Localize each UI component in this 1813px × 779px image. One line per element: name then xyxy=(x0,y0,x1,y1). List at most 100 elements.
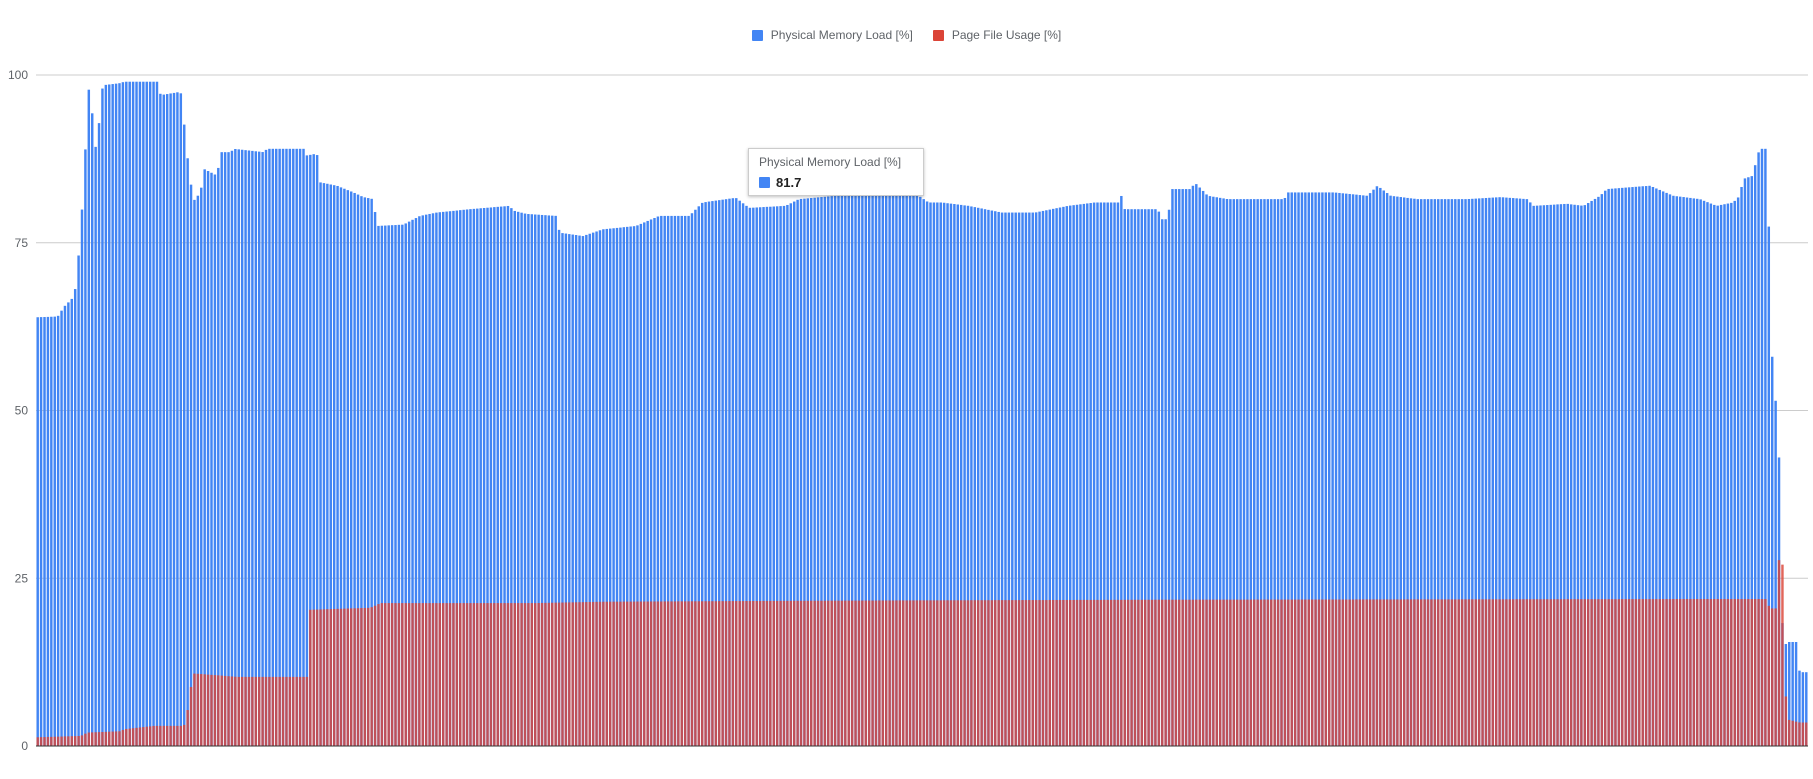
bar-physical-memory[interactable] xyxy=(799,198,803,746)
bar-page-file[interactable] xyxy=(1753,599,1757,746)
bar-physical-memory[interactable] xyxy=(728,198,731,747)
bar-page-file[interactable] xyxy=(1563,599,1566,746)
bar-physical-memory[interactable] xyxy=(912,192,915,747)
bar-page-file[interactable] xyxy=(786,600,789,746)
bar-physical-memory[interactable] xyxy=(970,206,973,746)
bar-page-file[interactable] xyxy=(956,600,959,746)
bar-physical-memory[interactable] xyxy=(1379,187,1382,746)
bar-page-file[interactable] xyxy=(643,601,646,746)
bar-page-file[interactable] xyxy=(257,676,261,746)
bar-page-file[interactable] xyxy=(1634,599,1638,746)
bar-physical-memory[interactable] xyxy=(867,193,871,747)
bar-physical-memory[interactable] xyxy=(1034,212,1038,747)
bar-page-file[interactable] xyxy=(687,601,690,746)
bar-page-file[interactable] xyxy=(312,609,315,746)
bar-physical-memory[interactable] xyxy=(792,201,796,747)
bar-page-file[interactable] xyxy=(353,608,356,746)
bar-page-file[interactable] xyxy=(1365,599,1368,746)
bar-page-file[interactable] xyxy=(1379,599,1382,746)
bar-page-file[interactable] xyxy=(1266,599,1270,746)
bar-physical-memory[interactable] xyxy=(1467,199,1471,746)
bar-page-file[interactable] xyxy=(56,736,60,746)
bar-physical-memory[interactable] xyxy=(237,149,240,747)
bar-physical-memory[interactable] xyxy=(1317,192,1321,746)
bar-page-file[interactable] xyxy=(91,732,94,746)
bar-page-file[interactable] xyxy=(1072,599,1075,746)
bar-physical-memory[interactable] xyxy=(46,316,50,746)
bar-physical-memory[interactable] xyxy=(513,210,516,746)
bar-page-file[interactable] xyxy=(959,600,963,746)
bar-page-file[interactable] xyxy=(939,600,942,746)
bar-physical-memory[interactable] xyxy=(966,205,970,746)
bar-physical-memory[interactable] xyxy=(1201,190,1205,746)
bar-physical-memory[interactable] xyxy=(1788,642,1791,746)
bar-physical-memory[interactable] xyxy=(1420,199,1423,746)
bar-page-file[interactable] xyxy=(1454,599,1457,746)
bar-physical-memory[interactable] xyxy=(1730,202,1733,746)
bar-physical-memory[interactable] xyxy=(1198,187,1201,746)
bar-page-file[interactable] xyxy=(1075,599,1079,746)
bar-page-file[interactable] xyxy=(220,675,223,746)
bar-page-file[interactable] xyxy=(823,600,827,746)
bar-page-file[interactable] xyxy=(1116,599,1120,746)
bar-physical-memory[interactable] xyxy=(1051,208,1055,747)
bar-page-file[interactable] xyxy=(46,736,50,746)
bar-physical-memory[interactable] xyxy=(1586,203,1590,746)
bar-page-file[interactable] xyxy=(271,676,275,746)
bar-page-file[interactable] xyxy=(217,675,220,746)
bar-page-file[interactable] xyxy=(1518,599,1522,746)
bar-physical-memory[interactable] xyxy=(1273,199,1276,746)
bar-physical-memory[interactable] xyxy=(936,202,939,747)
bar-physical-memory[interactable] xyxy=(1760,148,1764,746)
bar-page-file[interactable] xyxy=(857,600,861,746)
bar-page-file[interactable] xyxy=(343,608,346,746)
bar-page-file[interactable] xyxy=(779,600,782,746)
bar-page-file[interactable] xyxy=(1273,599,1276,746)
bar-physical-memory[interactable] xyxy=(476,208,479,747)
bar-physical-memory[interactable] xyxy=(1522,198,1525,746)
bar-physical-memory[interactable] xyxy=(568,234,571,746)
bar-physical-memory[interactable] xyxy=(1743,178,1747,746)
bar-physical-memory[interactable] xyxy=(1235,199,1239,746)
bar-physical-memory[interactable] xyxy=(823,196,827,747)
bar-page-file[interactable] xyxy=(1423,599,1426,746)
bar-page-file[interactable] xyxy=(1747,599,1750,746)
bar-physical-memory[interactable] xyxy=(97,123,101,747)
bar-physical-memory[interactable] xyxy=(939,202,942,747)
bar-physical-memory[interactable] xyxy=(1566,203,1569,746)
bar-page-file[interactable] xyxy=(169,725,172,746)
bar-page-file[interactable] xyxy=(1641,599,1644,746)
bar-physical-memory[interactable] xyxy=(384,225,387,746)
bar-page-file[interactable] xyxy=(1181,599,1184,746)
bar-page-file[interactable] xyxy=(1709,599,1713,746)
bar-page-file[interactable] xyxy=(735,601,738,746)
bar-page-file[interactable] xyxy=(111,731,114,746)
bar-physical-memory[interactable] xyxy=(462,209,465,747)
bar-page-file[interactable] xyxy=(489,603,493,746)
bar-page-file[interactable] xyxy=(1184,599,1188,746)
bar-physical-memory[interactable] xyxy=(833,195,837,747)
bar-page-file[interactable] xyxy=(874,600,878,746)
bar-physical-memory[interactable] xyxy=(547,215,551,746)
bar-page-file[interactable] xyxy=(1716,599,1719,746)
bar-physical-memory[interactable] xyxy=(77,255,80,747)
bar-page-file[interactable] xyxy=(1317,599,1321,746)
bar-physical-memory[interactable] xyxy=(772,206,775,746)
bar-page-file[interactable] xyxy=(782,600,786,746)
bar-page-file[interactable] xyxy=(949,600,953,746)
bar-physical-memory[interactable] xyxy=(602,229,605,746)
bar-page-file[interactable] xyxy=(1276,599,1280,746)
bar-page-file[interactable] xyxy=(1385,599,1389,746)
bar-physical-memory[interactable] xyxy=(390,225,394,747)
bar-page-file[interactable] xyxy=(87,732,91,746)
bar-physical-memory[interactable] xyxy=(643,222,646,747)
bar-page-file[interactable] xyxy=(1580,599,1583,746)
bar-physical-memory[interactable] xyxy=(1055,208,1058,746)
bar-page-file[interactable] xyxy=(36,737,39,746)
bar-physical-memory[interactable] xyxy=(622,227,626,746)
bar-physical-memory[interactable] xyxy=(469,209,472,746)
bar-page-file[interactable] xyxy=(942,600,946,746)
bar-page-file[interactable] xyxy=(1624,599,1627,746)
bar-page-file[interactable] xyxy=(1079,599,1082,746)
bar-physical-memory[interactable] xyxy=(629,226,632,746)
